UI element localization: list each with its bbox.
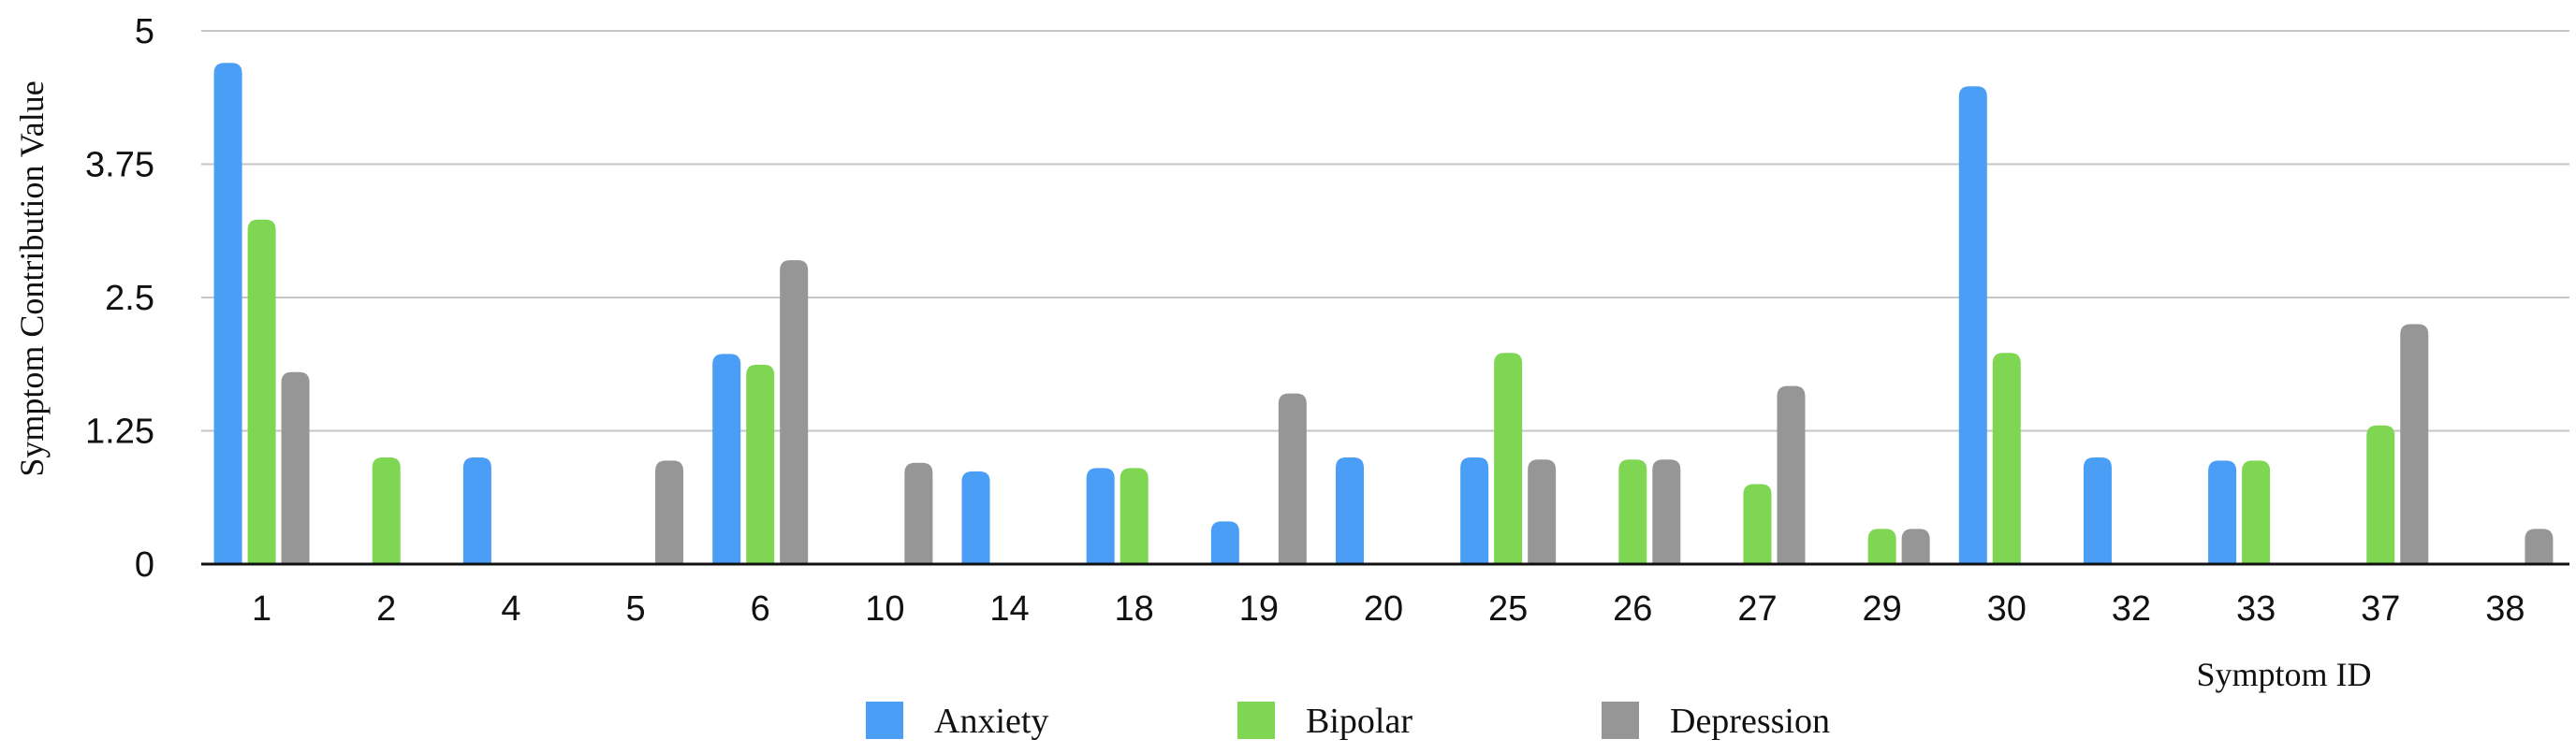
y-tick-label: 5 (135, 12, 154, 51)
legend-label-depression: Depression (1670, 702, 1830, 741)
legend-swatch-depression (1602, 702, 1639, 739)
x-tick-label: 37 (2361, 589, 2400, 629)
x-tick-label: 25 (1488, 589, 1528, 629)
x-tick-label: 5 (625, 589, 645, 629)
bar-bipolar-18 (1120, 468, 1149, 564)
y-tick-label: 2.5 (105, 279, 154, 318)
x-tick-label: 30 (1987, 589, 2027, 629)
y-tick-label: 3.75 (85, 146, 154, 185)
bar-depression-19 (1278, 393, 1307, 564)
bar-anxiety-14 (961, 471, 990, 564)
bar-bipolar-33 (2242, 460, 2271, 564)
x-tick-label: 29 (1862, 589, 1901, 629)
bar-anxiety-20 (1336, 457, 1364, 564)
bar-bipolar-1 (247, 219, 276, 564)
x-tick-label: 38 (2485, 589, 2525, 629)
legend: Anxiety Bipolar Depression (866, 702, 1830, 741)
bar-depression-38 (2525, 529, 2554, 564)
bar-anxiety-32 (2083, 457, 2112, 564)
x-tick-label: 6 (751, 589, 770, 629)
bar-bipolar-26 (1618, 459, 1647, 564)
bar-depression-29 (1901, 529, 1930, 564)
bar-anxiety-33 (2208, 460, 2237, 564)
bar-bipolar-30 (1992, 353, 2021, 564)
x-tick-label: 10 (865, 589, 904, 629)
legend-label-anxiety: Anxiety (934, 702, 1048, 741)
x-tick-label: 1 (252, 589, 271, 629)
bar-depression-37 (2400, 324, 2429, 564)
bar-depression-27 (1777, 385, 1806, 564)
x-tick-label: 26 (1613, 589, 1652, 629)
bar-depression-6 (780, 260, 809, 564)
x-axis-title: Symptom ID (2196, 656, 2371, 693)
legend-swatch-anxiety (866, 702, 903, 739)
bar-bipolar-25 (1494, 353, 1523, 564)
bar-anxiety-6 (712, 354, 741, 564)
bar-anxiety-19 (1210, 521, 1239, 564)
bar-anxiety-4 (462, 457, 491, 564)
gridlines (201, 30, 2569, 432)
x-tick-label: 20 (1364, 589, 1403, 629)
bar-bipolar-29 (1867, 529, 1896, 564)
legend-swatch-bipolar (1237, 702, 1275, 739)
bar-depression-5 (655, 460, 684, 564)
legend-label-bipolar: Bipolar (1306, 702, 1412, 741)
x-tick-label: 4 (501, 589, 520, 629)
y-tick-label: 1.25 (85, 413, 154, 452)
bars (213, 63, 2554, 564)
bar-depression-26 (1652, 459, 1681, 564)
x-tick-label: 14 (989, 589, 1029, 629)
bar-anxiety-18 (1086, 468, 1115, 564)
y-axis-title: Symptom Contribution Value (13, 80, 51, 476)
bar-anxiety-25 (1460, 457, 1489, 564)
bar-anxiety-1 (213, 63, 242, 564)
x-tick-label: 19 (1239, 589, 1279, 629)
x-tick-labels: 1 2 4 5 6 10 14 18 19 20 25 26 27 29 30 32 33 37 38 (252, 589, 2525, 629)
bar-bipolar-6 (746, 364, 775, 564)
bar-depression-1 (281, 371, 310, 564)
x-tick-label: 27 (1737, 589, 1777, 629)
x-tick-label: 33 (2236, 589, 2276, 629)
bar-bipolar-37 (2366, 425, 2395, 564)
bar-bipolar-2 (372, 457, 401, 564)
bar-bipolar-27 (1743, 484, 1772, 564)
y-tick-label: 0 (135, 545, 154, 585)
bar-anxiety-30 (1958, 86, 1987, 564)
y-tick-labels: 0 1.25 2.5 3.75 5 (85, 12, 154, 585)
x-tick-label: 32 (2112, 589, 2151, 629)
x-tick-label: 2 (376, 589, 396, 629)
x-tick-label: 18 (1115, 589, 1154, 629)
bar-depression-10 (904, 462, 933, 564)
bar-depression-25 (1528, 459, 1557, 564)
